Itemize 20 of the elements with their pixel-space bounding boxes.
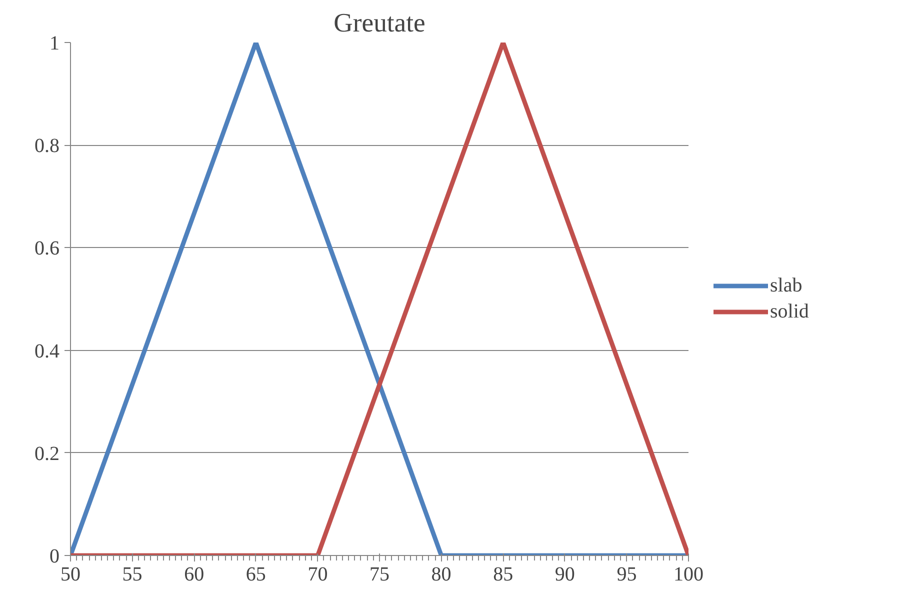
legend-label: slab	[770, 274, 802, 297]
x-tick-label: 70	[308, 564, 328, 586]
y-tick-label: 0.2	[34, 442, 60, 465]
y-tick-label: 0.8	[34, 135, 60, 158]
y-tick-label: 0.6	[34, 238, 60, 260]
x-tick-label: 100	[674, 564, 704, 586]
y-tick-label: 0.4	[34, 340, 60, 362]
x-tick-label: 50	[60, 564, 80, 586]
x-tick-label: 55	[122, 564, 142, 586]
x-tick-label: 80	[431, 564, 452, 586]
y-tick-label: 0	[50, 546, 60, 568]
x-tick-label: 75	[370, 564, 390, 586]
x-tick-label: 85	[493, 564, 514, 586]
x-tick-label: 90	[554, 564, 575, 586]
x-tick-label: 65	[246, 564, 266, 586]
chart-title: Greutate	[334, 8, 426, 38]
x-tick-label: 60	[184, 564, 204, 586]
legend-label: solid	[770, 300, 809, 323]
x-tick-label: 95	[616, 564, 637, 586]
y-tick-label: 1	[50, 32, 60, 54]
